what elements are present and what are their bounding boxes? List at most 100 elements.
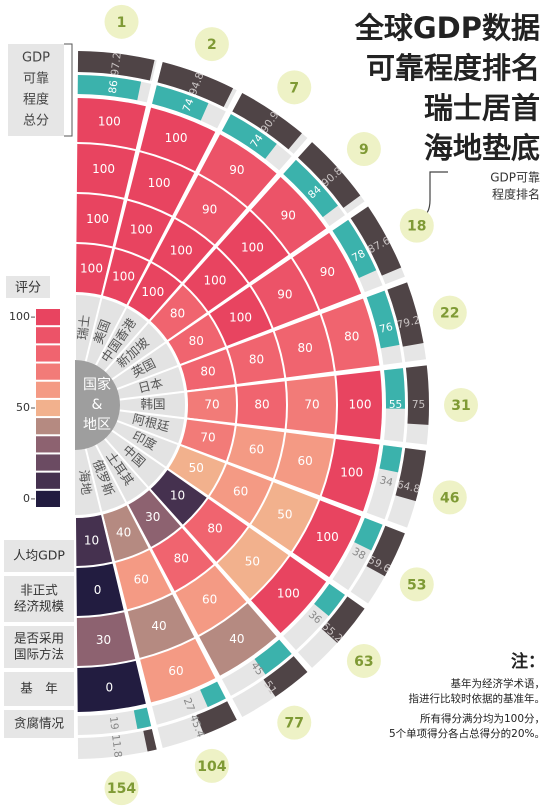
score-cell — [168, 314, 226, 365]
value-label: 100 — [349, 398, 372, 412]
value-label: 80 — [344, 329, 359, 343]
score-cell — [128, 490, 181, 547]
series-label: 总分 — [23, 114, 49, 129]
ring-bar — [200, 681, 226, 708]
series-label: 国际方法 — [14, 647, 64, 662]
rank-label: 9 — [359, 142, 369, 158]
legend-tick-label: 100 — [9, 310, 30, 323]
category-label: 韩国 — [140, 397, 165, 412]
ring-bar — [379, 445, 403, 473]
rank-badge — [277, 705, 312, 740]
score-cell — [115, 200, 172, 261]
rank-badge — [104, 4, 139, 39]
value-label: 80 — [170, 307, 185, 321]
series-label-box — [4, 626, 74, 668]
slice-divider — [111, 203, 367, 381]
rank-badge — [432, 480, 467, 515]
ring-bar — [387, 282, 424, 347]
legend-swatch — [36, 381, 60, 398]
score-cell — [152, 219, 214, 283]
series-label: 贪腐情况 — [14, 716, 65, 731]
ring-bar — [354, 517, 383, 551]
legend-swatch — [36, 345, 60, 362]
series-label-box — [4, 540, 74, 572]
value-label: 70 — [204, 398, 219, 412]
score-cell — [251, 176, 327, 254]
value-label: 100 — [92, 162, 115, 176]
value-label: 100 — [165, 131, 188, 145]
score-cell — [336, 370, 382, 440]
rank-badge — [444, 388, 478, 422]
score-cell — [140, 638, 216, 703]
label-ring — [75, 295, 185, 515]
value-label: 80 — [207, 522, 222, 536]
value-label: 34 — [378, 474, 394, 489]
value-label: 11.8 — [109, 734, 124, 759]
score-cell — [75, 514, 113, 566]
slice-divider — [116, 420, 407, 532]
legend-swatch — [36, 436, 60, 453]
note-text: 5个单项得分各占总得分的20%。 — [389, 727, 545, 740]
legend-title: 评分 — [15, 281, 41, 296]
value-label: 80 — [249, 353, 264, 367]
rank-label: 154 — [107, 781, 136, 797]
rank-badge — [399, 567, 434, 602]
score-cell — [251, 482, 319, 552]
ring-bar — [133, 707, 152, 730]
value-label: 100 — [80, 261, 103, 275]
score-cell — [236, 381, 286, 429]
score-cell — [77, 98, 146, 150]
score-cell — [76, 194, 124, 247]
value-label: 60 — [297, 454, 312, 468]
legend-swatch — [36, 363, 60, 380]
score-cell — [184, 498, 248, 562]
total-label-box — [8, 44, 64, 136]
score-cell — [150, 470, 207, 525]
value-label: 70 — [200, 430, 215, 444]
category-label: 海地 — [76, 469, 94, 496]
value-label: 100 — [229, 311, 252, 325]
series-label-box — [4, 710, 74, 738]
score-cell — [251, 258, 319, 328]
score-cell — [76, 612, 136, 666]
score-cell — [292, 500, 362, 578]
category-label: 日本 — [137, 375, 165, 396]
rank-label: 1 — [117, 15, 127, 31]
ring-bar — [221, 114, 277, 159]
slice-divider — [104, 139, 311, 372]
ring-bar — [321, 596, 365, 643]
value-label: 60 — [233, 484, 248, 498]
ring-bar — [254, 639, 292, 675]
legend-swatch — [36, 418, 60, 435]
rank-label: 53 — [407, 577, 426, 593]
score-cell — [152, 527, 214, 591]
score-cell — [199, 134, 277, 207]
ring-bar — [263, 656, 308, 697]
ring-bar — [77, 51, 155, 81]
value-label: 100 — [112, 269, 135, 283]
value-label: 100 — [241, 240, 264, 254]
value-label: 100 — [316, 530, 339, 544]
ring-bar — [196, 701, 237, 735]
rank-label: 63 — [354, 654, 373, 670]
chart-title: 可靠程度排名 — [366, 51, 540, 85]
score-cell — [75, 244, 113, 296]
value-label: 0 — [94, 583, 102, 597]
score-cell — [175, 174, 247, 245]
value-label: 10 — [170, 488, 185, 502]
value-label: 100 — [170, 244, 193, 258]
score-cell — [77, 660, 146, 712]
value-label: 50 — [245, 555, 260, 569]
ring-track — [77, 729, 157, 759]
value-label: 86 — [107, 79, 121, 94]
value-label: 64.8 — [396, 479, 422, 496]
rank-badge — [194, 27, 229, 62]
score-cell — [274, 432, 334, 496]
score-cell — [181, 349, 235, 391]
score-cell — [127, 594, 195, 658]
center-label: & — [92, 397, 103, 413]
series-label: 人均GDP — [13, 548, 65, 563]
value-label: 70 — [304, 398, 319, 412]
rank-badge — [346, 132, 381, 167]
